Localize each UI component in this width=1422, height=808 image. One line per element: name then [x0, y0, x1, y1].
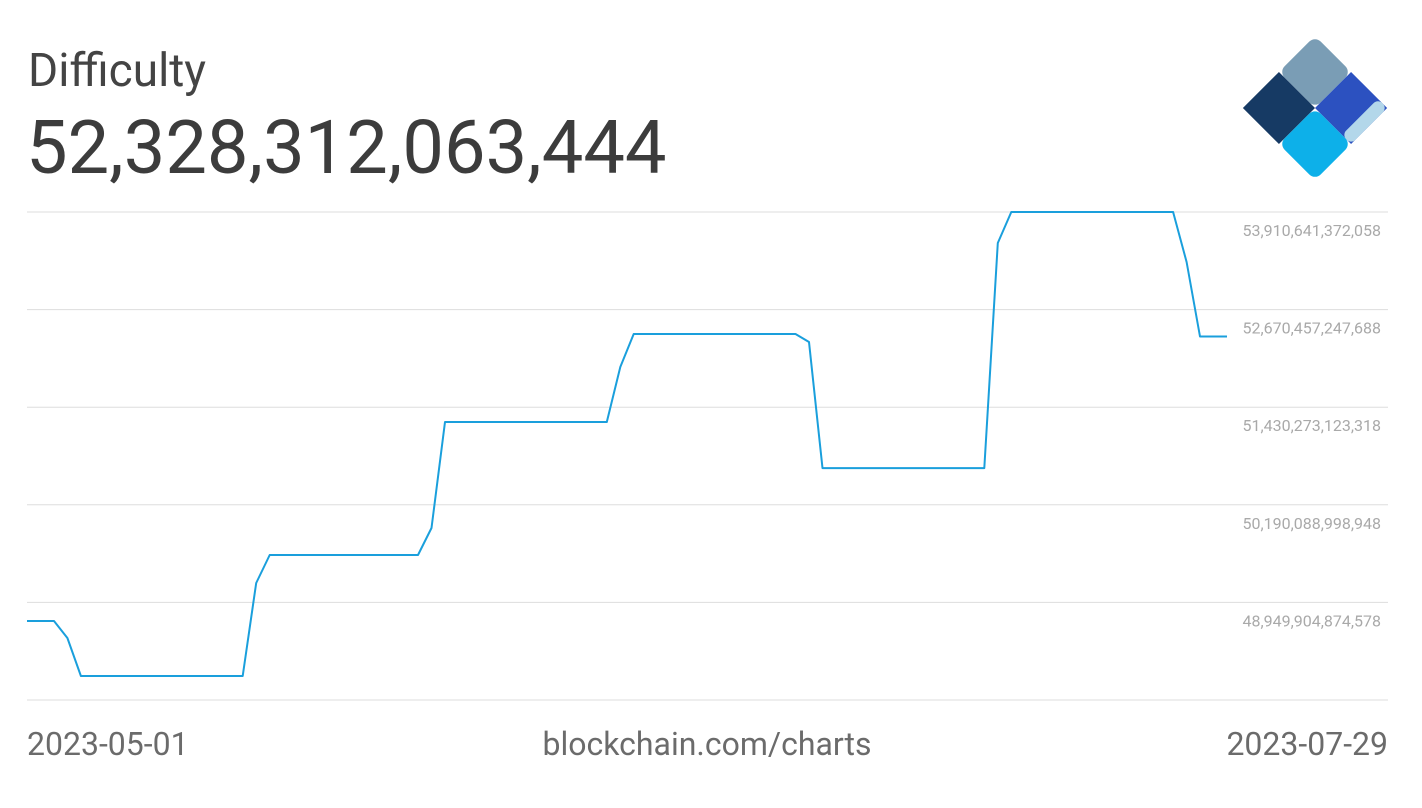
y-tick-label: 53,910,641,372,058	[1243, 221, 1381, 240]
logo-piece	[1344, 101, 1385, 142]
source: blockchain.com/charts	[543, 725, 872, 763]
logo-piece	[1242, 71, 1315, 145]
x-end-label: 2023-07-29	[1226, 725, 1388, 763]
y-tick-label: 52,670,457,247,688	[1243, 319, 1381, 338]
difficulty-line	[27, 211, 1227, 677]
y-tick-label: 50,190,088,998,948	[1243, 514, 1381, 533]
logo	[1242, 39, 1388, 177]
y-tick-label: 48,949,904,874,578	[1243, 611, 1381, 630]
y-tick-label: 51,430,273,123,318	[1243, 416, 1381, 435]
logo-piece	[1282, 39, 1348, 105]
logo-piece	[1282, 111, 1348, 177]
chart-title: Difficulty	[28, 44, 206, 98]
current-value: 52,328,312,063,444	[26, 105, 667, 192]
x-start-label: 2023-05-01	[27, 725, 189, 763]
